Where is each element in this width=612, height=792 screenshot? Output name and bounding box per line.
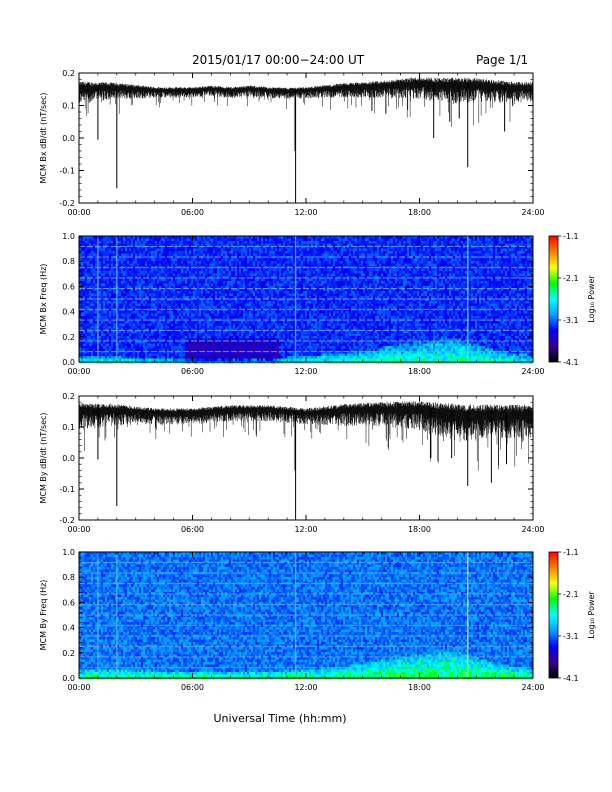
by-spec-ytick-label-0: 1.0 xyxy=(62,548,75,557)
by-spec-colorbar xyxy=(549,552,558,678)
by-ts-xtick-label-3: 18:00 xyxy=(408,525,431,534)
bx-spec-colorbar-label: Log₁₀ Power xyxy=(587,275,596,323)
by-ts-ytick-label-0: 0.2 xyxy=(62,392,75,401)
x-axis-label: Universal Time (hh:mm) xyxy=(214,712,347,725)
bx-spec-cells xyxy=(79,236,533,364)
by-ts-trace xyxy=(79,401,533,471)
bx-ts-panel: 0.2 0.1 0.0 -0.1 -0.200:00 06:00 12:00 18:00 24:… xyxy=(39,69,545,217)
by-spec-cells xyxy=(79,552,533,680)
bx-spec-panel: -1.1 -2.1 -3.1 -4.1 Log₁₀ Power 1.0 0.8 0.6 0.4 0… xyxy=(39,232,596,376)
by-spec-xtick-label-0: 00:00 xyxy=(67,683,90,692)
bx-ts-xtick-label-1: 06:00 xyxy=(181,208,204,217)
by-ts-ytick-label-1: 0.1 xyxy=(62,423,75,432)
bx-ts-ytick-label-2: 0.0 xyxy=(62,134,75,143)
by-spec-panel: -1.1 -2.1 -3.1 -4.1 Log₁₀ Power 1.0 0.8 0.6 0.4 0… xyxy=(39,548,596,692)
bx-ts-ytick-label-4: -0.2 xyxy=(59,199,75,208)
bx-ts-xtick-label-3: 18:00 xyxy=(408,208,431,217)
by-spec-ytick-label-4: 0.2 xyxy=(62,649,75,658)
by-ts-ylabel: MCM By dB/dt (nT/sec) xyxy=(39,412,48,503)
by-ts-xtick-label-2: 12:00 xyxy=(294,525,317,534)
by-spec-xtick-label-4: 24:00 xyxy=(521,683,544,692)
by-spec-xtick-label-3: 18:00 xyxy=(408,683,431,692)
by-spec-ytick-label-5: 0.0 xyxy=(62,674,75,683)
by-spec-colorbar-tick-label-1: -2.1 xyxy=(563,590,579,599)
bx-spec-colorbar-tick-label-0: -1.1 xyxy=(563,232,579,241)
by-ts-ytick-label-3: -0.1 xyxy=(59,485,75,494)
bx-spec-xtick-label-0: 00:00 xyxy=(67,367,90,376)
by-ts-ytick-label-2: 0.0 xyxy=(62,454,75,463)
bx-spec-ylabel: MCM Bx Freq (Hz) xyxy=(39,264,48,335)
by-ts-ytick-label-4: -0.2 xyxy=(59,516,75,525)
by-ts-panel: 0.2 0.1 0.0 -0.1 -0.200:00 06:00 12:00 18:00 24:… xyxy=(39,392,545,534)
bx-spec-ytick-label-4: 0.2 xyxy=(62,333,75,342)
by-ts-xtick-label-0: 00:00 xyxy=(67,525,90,534)
bx-ts-ytick-label-3: -0.1 xyxy=(59,167,75,176)
bx-spec-xtick-label-2: 12:00 xyxy=(294,367,317,376)
bx-ts-ytick-label-0: 0.2 xyxy=(62,69,75,78)
bx-ts-ytick-label-1: 0.1 xyxy=(62,102,75,111)
bx-spec-ytick-label-5: 0.0 xyxy=(62,358,75,367)
bx-spec-xtick-label-3: 18:00 xyxy=(408,367,431,376)
by-spec-colorbar-tick-label-0: -1.1 xyxy=(563,548,579,557)
by-spec-ytick-label-2: 0.6 xyxy=(62,598,75,607)
bx-ts-xtick-label-2: 12:00 xyxy=(294,208,317,217)
bx-spec-ytick-label-3: 0.4 xyxy=(62,308,75,317)
bx-spec-colorbar-tick-label-3: -4.1 xyxy=(563,358,579,367)
by-spec-colorbar-tick-label-3: -4.1 xyxy=(563,674,579,683)
by-spec-xtick-label-2: 12:00 xyxy=(294,683,317,692)
bx-ts-ylabel: MCM Bx dB/dt (nT/sec) xyxy=(39,92,48,183)
bx-ts-xtick-label-4: 24:00 xyxy=(521,208,544,217)
by-spec-colorbar-label: Log₁₀ Power xyxy=(587,591,596,639)
by-spec-ytick-label-3: 0.4 xyxy=(62,624,75,633)
bx-spec-ytick-label-1: 0.8 xyxy=(62,257,75,266)
bx-spec-xtick-label-1: 06:00 xyxy=(181,367,204,376)
by-spec-ylabel: MCM By Freq (Hz) xyxy=(39,580,48,651)
by-spec-colorbar-tick-label-2: -3.1 xyxy=(563,632,579,641)
bx-spec-ytick-label-2: 0.6 xyxy=(62,282,75,291)
bx-spec-colorbar xyxy=(549,236,558,362)
bx-ts-trace xyxy=(79,77,533,127)
bx-ts-xtick-label-0: 00:00 xyxy=(67,208,90,217)
figure: 0.20.10.0-0.1-0.200:00 06:00 12:00 18:00 24:… xyxy=(0,0,612,792)
by-spec-ytick-label-1: 0.8 xyxy=(62,573,75,582)
by-ts-xtick-label-4: 24:00 xyxy=(521,525,544,534)
bx-spec-ytick-label-0: 1.0 xyxy=(62,232,75,241)
by-spec-xtick-label-1: 06:00 xyxy=(181,683,204,692)
bx-spec-xtick-label-4: 24:00 xyxy=(521,367,544,376)
by-ts-xtick-label-1: 06:00 xyxy=(181,525,204,534)
bx-spec-colorbar-tick-label-1: -2.1 xyxy=(563,274,579,283)
bx-spec-colorbar-tick-label-2: -3.1 xyxy=(563,316,579,325)
